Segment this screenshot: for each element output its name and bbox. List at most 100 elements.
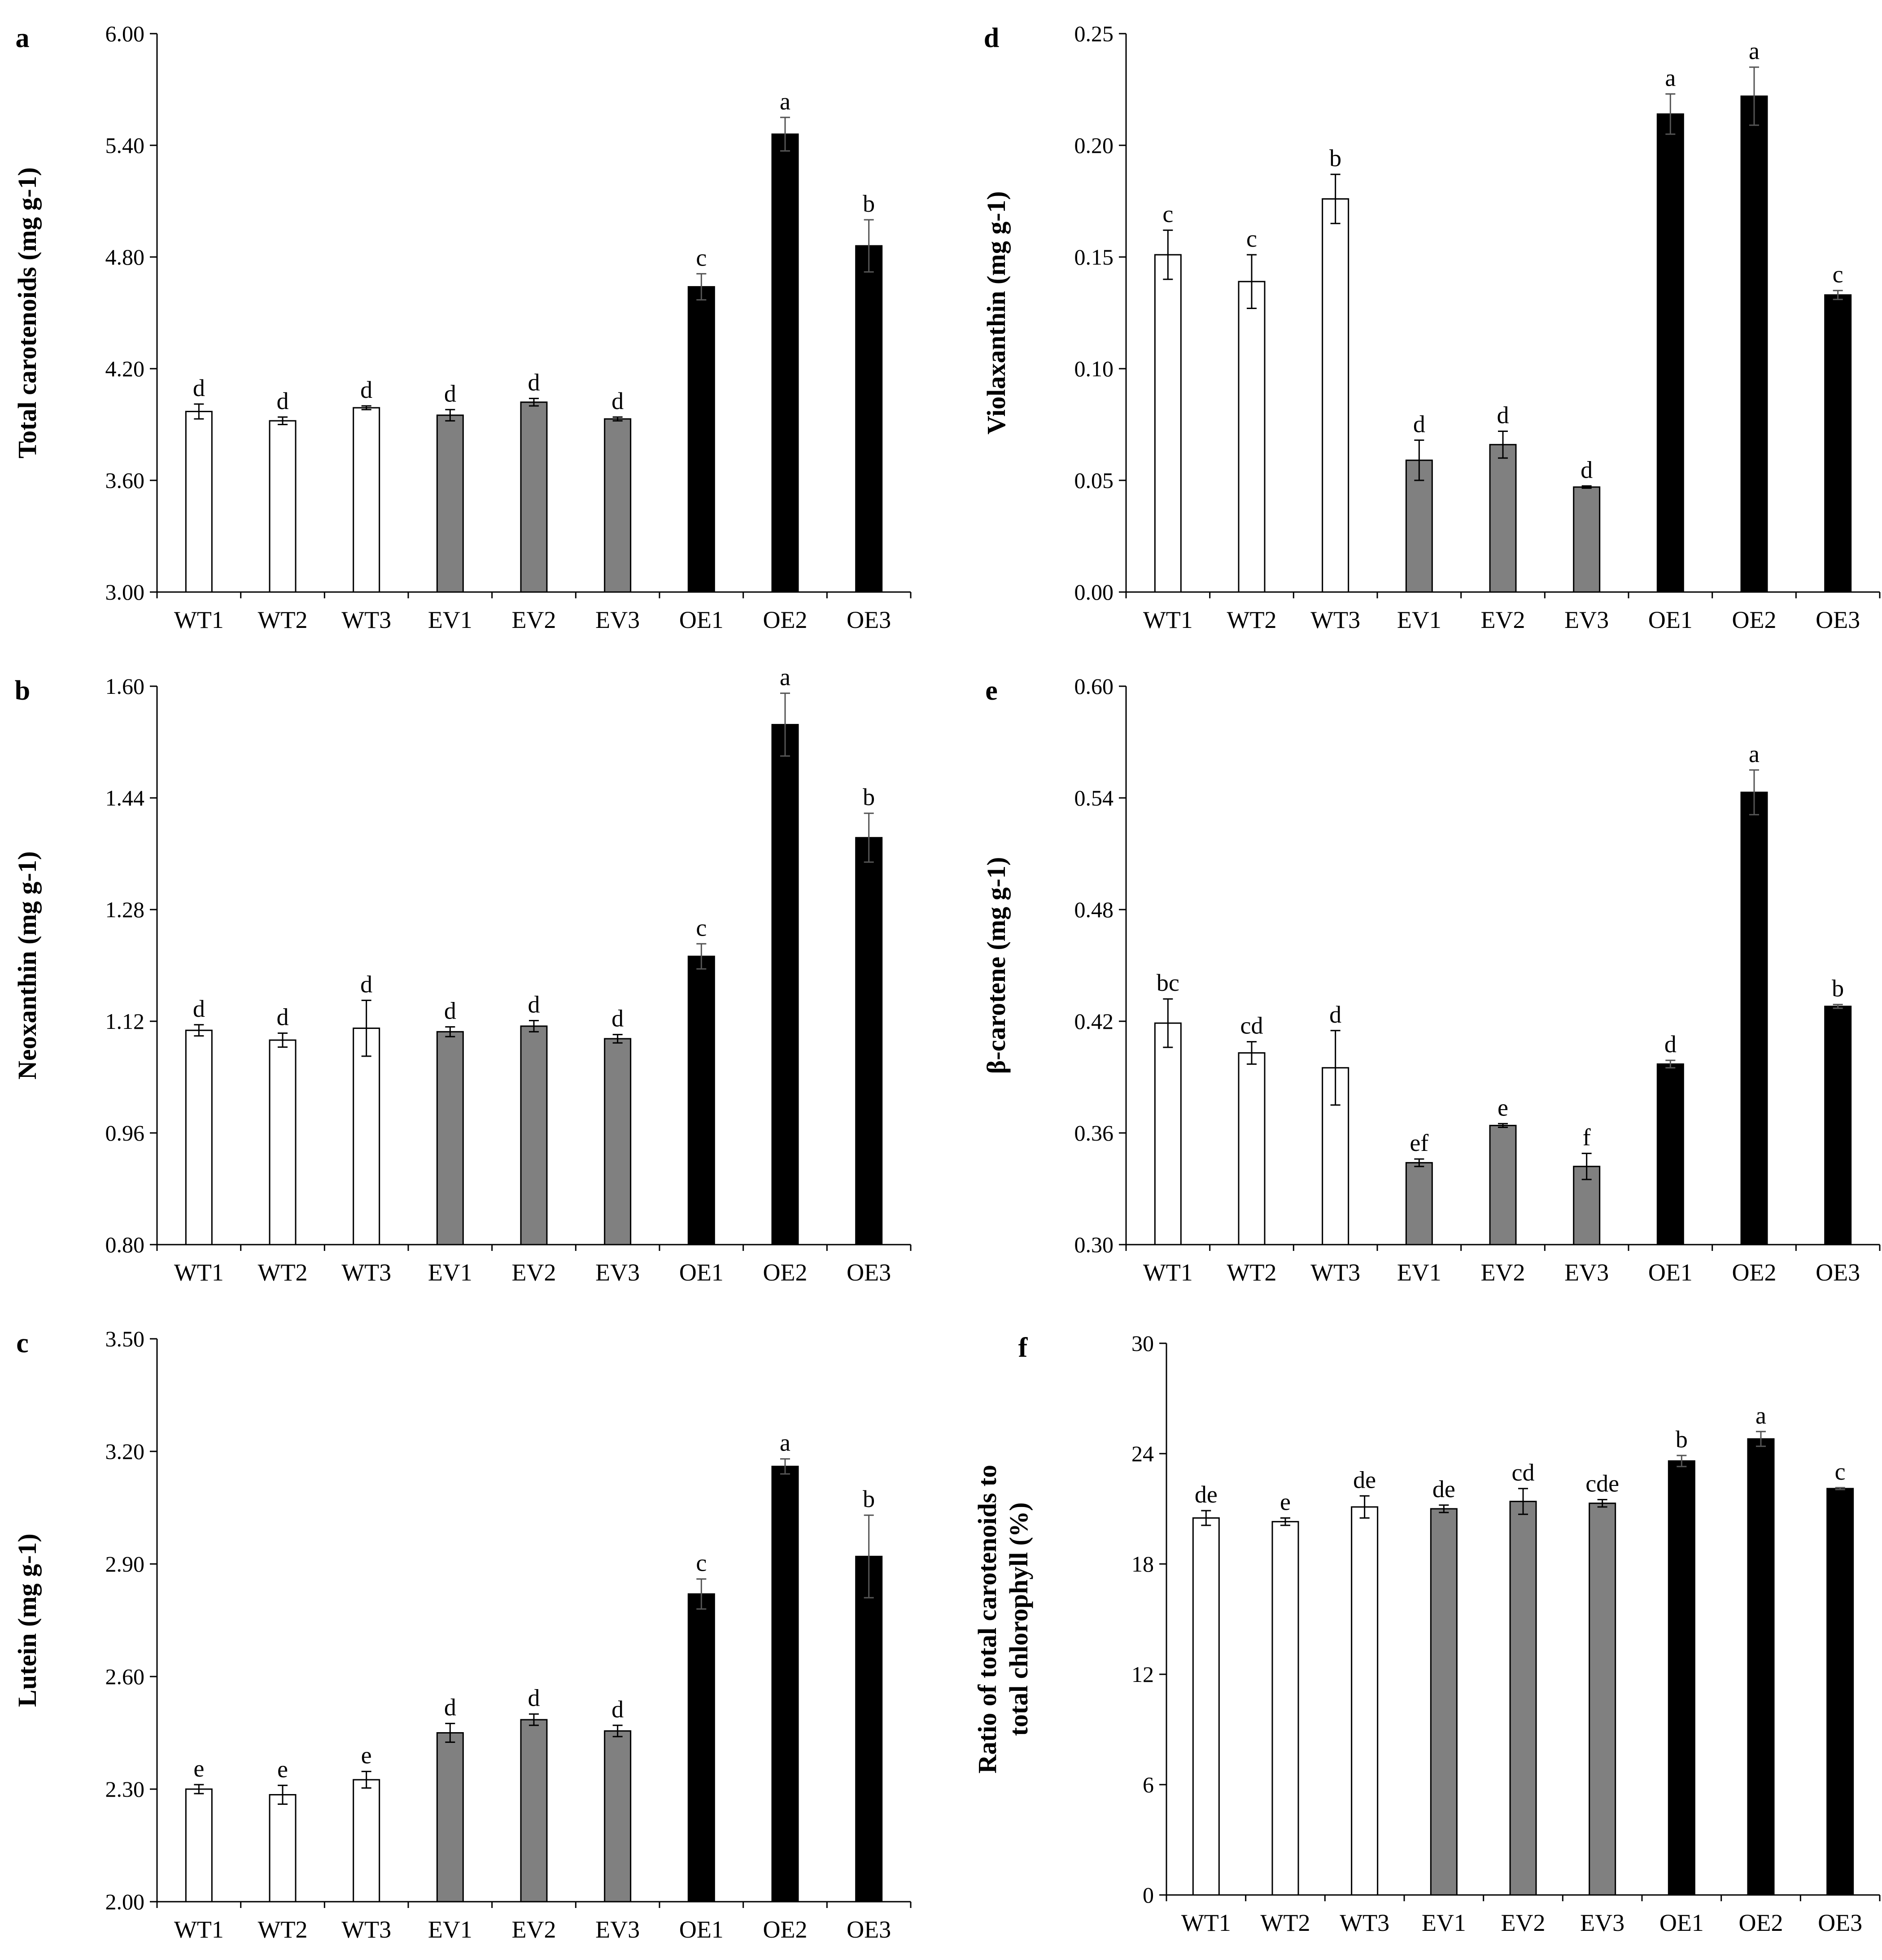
significance-letter: d xyxy=(528,991,540,1018)
y-tick-label: 0.10 xyxy=(1074,356,1114,381)
bar-ev1 xyxy=(1405,1162,1433,1246)
y-tick-label: 1.60 xyxy=(105,674,145,699)
bar-wt1 xyxy=(1154,1022,1182,1246)
bar-ev2 xyxy=(520,1719,548,1903)
y-axis-label: Neoxanthin (mg g-1) xyxy=(13,851,42,1080)
y-tick-label: 0.96 xyxy=(105,1120,145,1146)
significance-letter: d xyxy=(360,376,372,403)
y-tick-label: 0 xyxy=(1143,1882,1154,1908)
panel-letter: c xyxy=(16,1328,29,1359)
y-tick-label: 0.54 xyxy=(1074,785,1114,810)
significance-letter: a xyxy=(1665,64,1676,91)
bar-ev3 xyxy=(604,1730,632,1903)
y-tick-label: 0.42 xyxy=(1074,1009,1114,1034)
y-tick-label: 6.00 xyxy=(105,21,145,46)
x-tick-label: EV1 xyxy=(1397,606,1441,633)
significance-letter: e xyxy=(193,1755,204,1782)
significance-letter: d xyxy=(1581,456,1593,483)
bar-wt3 xyxy=(353,1028,380,1246)
bar-oe2 xyxy=(771,724,799,1246)
bar-ev2 xyxy=(1489,1124,1517,1246)
bar-wt2 xyxy=(269,420,297,593)
bar-ev3 xyxy=(1589,1503,1616,1896)
bar-oe1 xyxy=(1668,1460,1695,1896)
significance-letter: ef xyxy=(1410,1129,1428,1156)
bar-ev3 xyxy=(604,1038,632,1246)
significance-letter: f xyxy=(1583,1124,1591,1151)
bar-oe2 xyxy=(771,1465,799,1903)
bar-ev2 xyxy=(520,401,548,593)
significance-letter: de xyxy=(1195,1481,1218,1508)
x-tick-label: EV3 xyxy=(595,606,640,633)
bar-oe3 xyxy=(1824,294,1852,593)
significance-letter: e xyxy=(277,1756,288,1783)
bar-ev1 xyxy=(436,1031,464,1246)
x-tick-label: OE3 xyxy=(1816,1259,1860,1286)
significance-letter: a xyxy=(780,664,790,691)
x-tick-label: EV1 xyxy=(1397,1259,1441,1286)
x-tick-label: OE1 xyxy=(1659,1909,1704,1936)
x-tick-label: WT3 xyxy=(341,1259,391,1286)
y-axis-label: total chlorophyll (%) xyxy=(1004,1503,1033,1736)
y-tick-label: 3.60 xyxy=(105,468,145,493)
y-tick-label: 6 xyxy=(1143,1772,1154,1797)
x-tick-label: OE2 xyxy=(1732,606,1777,633)
y-tick-label: 2.60 xyxy=(105,1664,145,1689)
bar-ev3 xyxy=(1573,1166,1601,1246)
bar-wt3 xyxy=(1351,1506,1379,1896)
significance-letter: d xyxy=(1664,1031,1677,1058)
significance-letter: d xyxy=(444,997,456,1024)
x-tick-label: EV1 xyxy=(428,1916,472,1943)
x-tick-label: EV2 xyxy=(1481,1259,1525,1286)
significance-letter: c xyxy=(1162,200,1173,227)
bar-oe3 xyxy=(855,245,883,593)
bar-wt1 xyxy=(185,410,213,593)
panel-a: 3.00 3.60 4.20 4.80 5.40 6.00 d WT1 d WT2 d WT3 d EV1… xyxy=(13,21,912,633)
bar-ev3 xyxy=(604,418,632,593)
bar-wt3 xyxy=(353,407,380,593)
bar-wt1 xyxy=(185,1788,213,1903)
x-tick-label: EV1 xyxy=(428,606,472,633)
y-axis-label: Lutein (mg g-1) xyxy=(13,1533,42,1707)
bar-wt3 xyxy=(353,1779,380,1903)
significance-letter: d xyxy=(528,369,540,396)
y-tick-label: 3.00 xyxy=(105,579,145,605)
x-tick-label: EV2 xyxy=(512,1259,556,1286)
significance-letter: d xyxy=(1413,410,1425,437)
x-tick-label: OE3 xyxy=(1816,606,1860,633)
significance-letter: e xyxy=(361,1742,372,1769)
y-axis-label: Violaxanthin (mg g-1) xyxy=(982,191,1011,434)
y-tick-label: 0.15 xyxy=(1074,244,1114,270)
significance-letter: d xyxy=(1329,1001,1341,1028)
significance-letter: d xyxy=(193,995,205,1022)
bar-oe3 xyxy=(1826,1488,1854,1896)
x-tick-label: OE1 xyxy=(1648,1259,1693,1286)
x-tick-label: EV3 xyxy=(1564,1259,1609,1286)
significance-letter: c xyxy=(1246,225,1257,252)
significance-letter: c xyxy=(696,1549,707,1576)
significance-letter: b xyxy=(863,190,875,217)
panel-b: 0.80 0.96 1.12 1.28 1.44 1.60 d WT1 d WT2 d WT3 d EV1… xyxy=(13,664,912,1286)
bar-wt1 xyxy=(185,1029,213,1246)
significance-letter: d xyxy=(611,1005,624,1032)
x-tick-label: OE1 xyxy=(679,1916,724,1943)
panel-letter: d xyxy=(984,23,999,53)
x-tick-label: WT1 xyxy=(174,606,224,633)
bar-ev3 xyxy=(1573,486,1601,593)
y-tick-label: 0.30 xyxy=(1074,1232,1114,1257)
bar-ev1 xyxy=(1405,459,1433,593)
significance-letter: d xyxy=(444,380,456,407)
bar-oe1 xyxy=(687,286,715,593)
x-tick-label: WT2 xyxy=(258,1916,308,1943)
significance-letter: cde xyxy=(1585,1470,1619,1497)
y-tick-label: 0.25 xyxy=(1074,21,1114,46)
bar-wt2 xyxy=(1238,281,1266,593)
significance-letter: c xyxy=(1835,1458,1846,1485)
y-axis-label: Ratio of total carotenoids to xyxy=(973,1465,1002,1773)
y-tick-label: 0.05 xyxy=(1074,468,1114,493)
x-tick-label: EV3 xyxy=(1564,606,1609,633)
x-tick-label: WT3 xyxy=(341,606,391,633)
significance-letter: a xyxy=(780,88,790,115)
significance-letter: de xyxy=(1353,1466,1376,1493)
bar-oe1 xyxy=(1656,1063,1684,1246)
